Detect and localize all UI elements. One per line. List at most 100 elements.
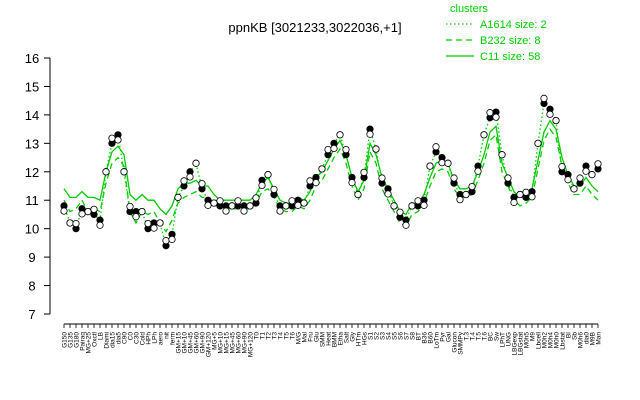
x-tick-label: S3 [380,332,387,340]
y-tick-label: 7 [28,307,35,322]
y-tick-label: 9 [28,250,35,265]
x-tick-label: MG+45 [230,332,237,354]
x-tick-label: Heat [326,332,333,346]
data-point [534,139,542,147]
x-tick-label: Etha [338,332,345,346]
data-point [174,193,182,201]
data-point [504,174,512,182]
x-tick-label: HTm [356,332,363,346]
data-point [282,202,290,210]
x-tick-label: GM+10 [182,332,189,354]
data-point [390,202,398,210]
x-tick-label: MG+120 [248,332,255,357]
x-tick-label: MG+15 [224,332,231,354]
data-point [72,219,80,228]
x-tick-label: MG+5 [212,332,219,350]
y-tick-label: 8 [28,279,35,294]
data-point [162,237,170,245]
x-tick-label: M/G [296,332,303,344]
data-point [570,185,578,193]
data-point [186,173,194,181]
data-point [348,178,356,187]
x-tick-label: LBGexp [512,332,519,356]
x-tick-label: Mal [302,331,309,342]
x-tick-label: MG+90 [242,332,249,354]
data-point [480,131,488,139]
data-point [216,197,224,205]
x-tick-label: B60 [428,332,435,344]
data-point [306,177,314,185]
data-point [96,221,104,229]
x-tick-label: Pyr [440,331,447,342]
chart-title: ppnKB [3021233,3022036,+1] [228,20,401,35]
x-tick-label: MG+10 [218,332,225,354]
x-tick-label: S8 [410,332,417,340]
data-point [102,168,110,176]
x-tick-label: GM+15 [176,332,183,354]
data-point [384,190,392,198]
x-tick-label: M0h0 [554,332,561,349]
y-tick-label: 16 [25,51,39,66]
x-tick-label: BMM [332,332,339,347]
x-tick-label: BT [416,332,423,340]
data-point [528,193,536,201]
x-tick-label: ferm [170,332,177,345]
x-tick-label: S5 [392,332,399,340]
y-axis: 7 8 9 10 11 12 13 14 15 16 [25,51,51,322]
x-tick-label: G135 [68,332,75,348]
x-tick-label: M0h5 [524,332,531,349]
x-tick-label: C0 [128,332,135,341]
x-tick-label: T2 [266,332,273,340]
data-point [576,174,584,182]
x-tick-label: T3 [272,332,279,340]
x-tick-label: T5 [284,332,291,340]
legend-entry: A1614 size: 2 [480,19,547,31]
series-line-dotted [63,102,599,248]
data-point [408,202,416,210]
series-line-solid [63,119,599,216]
x-tick-label: dia5 [116,332,123,345]
x-tick-label: LPh [152,332,159,344]
data-point [270,185,278,194]
x-tick-label: aero [158,332,165,345]
data-point [360,168,368,176]
data-point [144,219,152,228]
data-point [342,145,350,154]
data-point [258,181,266,190]
x-tick-label: S7 [404,332,411,340]
data-point [468,182,476,191]
data-point [336,131,344,139]
x-tick-label: Salt [344,332,351,343]
data-point [90,205,98,213]
y-tick-label: 10 [25,222,39,237]
legend: clusters A1614 size: 2 B232 size: 8 C11 siz… [446,3,547,63]
x-tick-label: T.3 [464,332,471,341]
data-point [516,190,524,199]
x-tick-label: T0 [254,332,261,340]
data-point [300,199,308,207]
x-tick-label: S2 [374,332,381,340]
data-point [510,198,518,207]
data-point [474,167,482,175]
data-point [486,109,494,117]
x-tick-label: HGs [362,331,369,345]
x-tick-label: M9B [590,332,597,345]
data-point [594,160,602,168]
x-tick-label: Oxctl [92,331,99,346]
data-point [432,143,440,151]
data-point [192,159,200,167]
y-tick-label: 13 [25,136,39,151]
data-point [288,197,296,205]
data-point [66,219,74,227]
data-point [168,235,176,244]
x-tick-label: BI [566,332,573,338]
x-tick-label: G180 [74,332,81,348]
x-tick-label: T4 [278,332,285,340]
data-point [294,201,302,209]
data-point [444,159,452,167]
x-tick-label: dia0 [584,332,591,345]
data-point [312,178,320,187]
x-tick-label: MG+60 [236,332,243,354]
data-point [564,176,572,184]
x-tick-label: S6 [398,332,405,340]
